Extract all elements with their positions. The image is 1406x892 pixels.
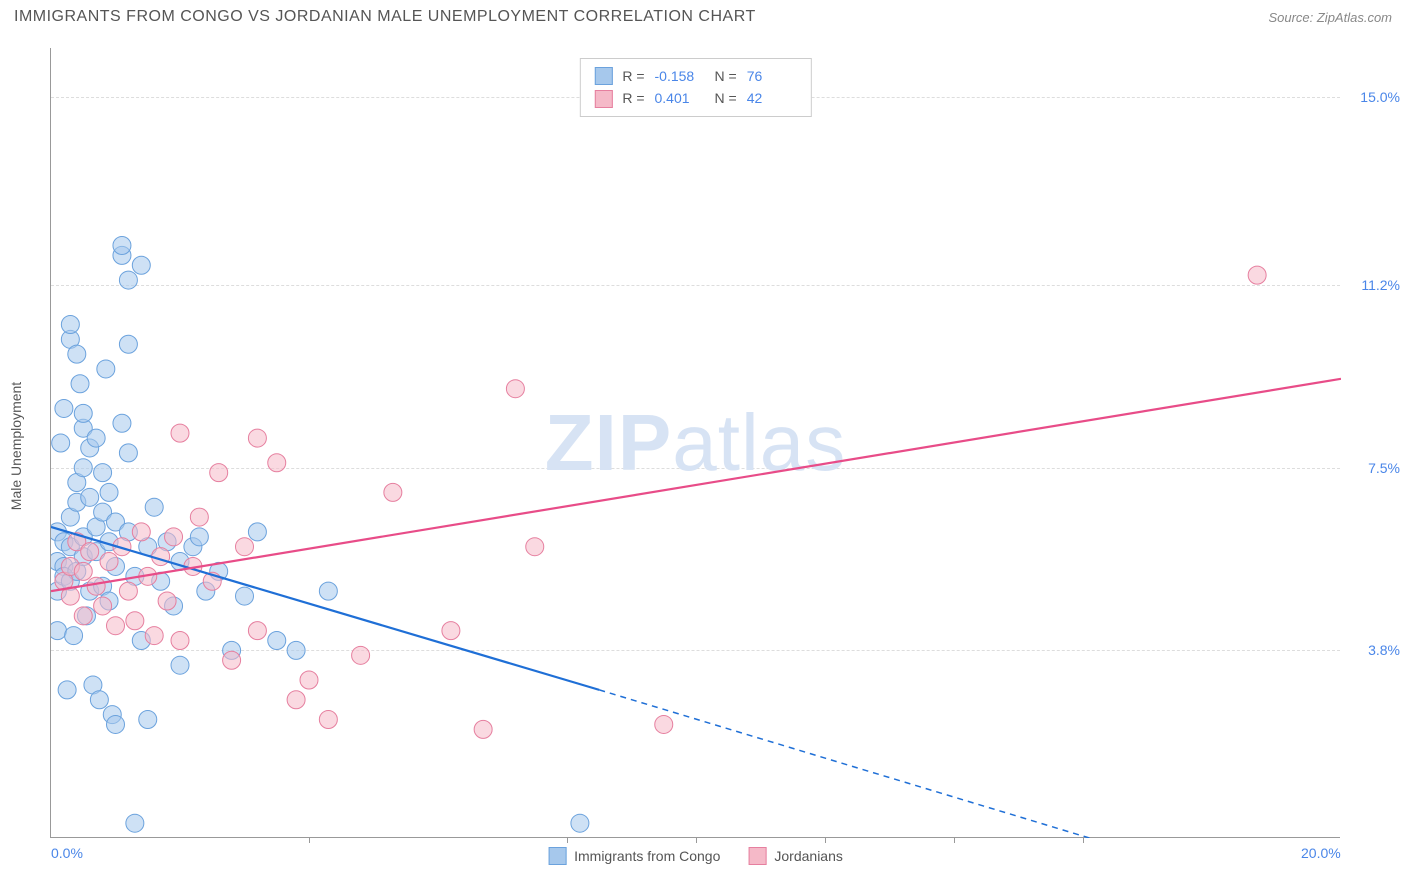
scatter-point: [319, 711, 337, 729]
scatter-point: [248, 523, 266, 541]
scatter-point: [248, 429, 266, 447]
scatter-point: [119, 444, 137, 462]
r-value-2: 0.401: [655, 87, 705, 109]
scatter-point: [236, 538, 254, 556]
scatter-point: [287, 641, 305, 659]
scatter-point: [94, 464, 112, 482]
scatter-point: [171, 656, 189, 674]
trend-line-extrapolated: [599, 690, 1089, 838]
scatter-point: [248, 622, 266, 640]
scatter-point: [61, 316, 79, 334]
n-value-1: 76: [747, 65, 797, 87]
scatter-point: [126, 612, 144, 630]
scatter-point: [55, 399, 73, 417]
scatter-point: [74, 459, 92, 477]
scatter-point: [107, 715, 125, 733]
scatter-point: [132, 256, 150, 274]
swatch-series1: [594, 67, 612, 85]
swatch-series2-b: [748, 847, 766, 865]
swatch-series1-b: [548, 847, 566, 865]
scatter-point: [210, 464, 228, 482]
scatter-point: [190, 508, 208, 526]
scatter-point: [506, 380, 524, 398]
series2-name: Jordanians: [774, 848, 843, 864]
scatter-point: [171, 632, 189, 650]
scatter-point: [158, 592, 176, 610]
scatter-point: [74, 607, 92, 625]
scatter-point: [384, 483, 402, 501]
legend-item-1: Immigrants from Congo: [548, 847, 720, 865]
legend-row-series2: R = 0.401 N = 42: [594, 87, 796, 109]
y-axis-label: Male Unemployment: [8, 382, 24, 510]
y-tick-label: 7.5%: [1345, 460, 1400, 476]
scatter-point: [1248, 266, 1266, 284]
x-tick-label: 0.0%: [51, 845, 83, 861]
x-tick-label: 20.0%: [1301, 845, 1341, 861]
scatter-point: [268, 632, 286, 650]
scatter-point: [74, 404, 92, 422]
source-label: Source: ZipAtlas.com: [1268, 10, 1392, 25]
series1-name: Immigrants from Congo: [574, 848, 720, 864]
scatter-point: [319, 582, 337, 600]
scatter-point: [100, 553, 118, 571]
scatter-point: [71, 375, 89, 393]
scatter-point: [52, 434, 70, 452]
scatter-point: [107, 617, 125, 635]
trend-line: [51, 379, 1341, 591]
scatter-point: [90, 691, 108, 709]
scatter-point: [132, 523, 150, 541]
legend-row-series1: R = -0.158 N = 76: [594, 65, 796, 87]
scatter-point: [300, 671, 318, 689]
y-tick-label: 15.0%: [1345, 89, 1400, 105]
y-tick-label: 3.8%: [1345, 642, 1400, 658]
scatter-point: [113, 414, 131, 432]
scatter-point: [100, 483, 118, 501]
plot-region: ZIPatlas R = -0.158 N = 76 R = 0.401 N =…: [50, 48, 1340, 838]
scatter-point: [126, 814, 144, 832]
scatter-point: [87, 577, 105, 595]
scatter-point: [223, 651, 241, 669]
chart-title: IMMIGRANTS FROM CONGO VS JORDANIAN MALE …: [14, 8, 756, 26]
scatter-point: [81, 543, 99, 561]
scatter-point: [97, 360, 115, 378]
scatter-point: [165, 528, 183, 546]
scatter-point: [190, 528, 208, 546]
scatter-point: [655, 715, 673, 733]
n-value-2: 42: [747, 87, 797, 109]
correlation-legend: R = -0.158 N = 76 R = 0.401 N = 42: [579, 58, 811, 117]
scatter-layer: [51, 48, 1341, 838]
trend-line: [51, 527, 599, 690]
y-tick-label: 11.2%: [1345, 277, 1400, 293]
scatter-point: [119, 335, 137, 353]
scatter-point: [139, 711, 157, 729]
legend-item-2: Jordanians: [748, 847, 843, 865]
series-legend: Immigrants from Congo Jordanians: [548, 847, 843, 865]
scatter-point: [119, 582, 137, 600]
scatter-point: [145, 627, 163, 645]
scatter-point: [113, 237, 131, 255]
scatter-point: [81, 488, 99, 506]
scatter-point: [571, 814, 589, 832]
scatter-point: [474, 720, 492, 738]
scatter-point: [65, 627, 83, 645]
scatter-point: [526, 538, 544, 556]
chart-area: ZIPatlas R = -0.158 N = 76 R = 0.401 N =…: [50, 48, 1340, 838]
scatter-point: [442, 622, 460, 640]
scatter-point: [145, 498, 163, 516]
scatter-point: [58, 681, 76, 699]
scatter-point: [236, 587, 254, 605]
scatter-point: [268, 454, 286, 472]
r-value-1: -0.158: [655, 65, 705, 87]
scatter-point: [87, 429, 105, 447]
scatter-point: [68, 345, 86, 363]
scatter-point: [51, 622, 66, 640]
scatter-point: [287, 691, 305, 709]
scatter-point: [352, 646, 370, 664]
scatter-point: [94, 597, 112, 615]
scatter-point: [171, 424, 189, 442]
scatter-point: [119, 271, 137, 289]
swatch-series2: [594, 90, 612, 108]
scatter-point: [74, 562, 92, 580]
